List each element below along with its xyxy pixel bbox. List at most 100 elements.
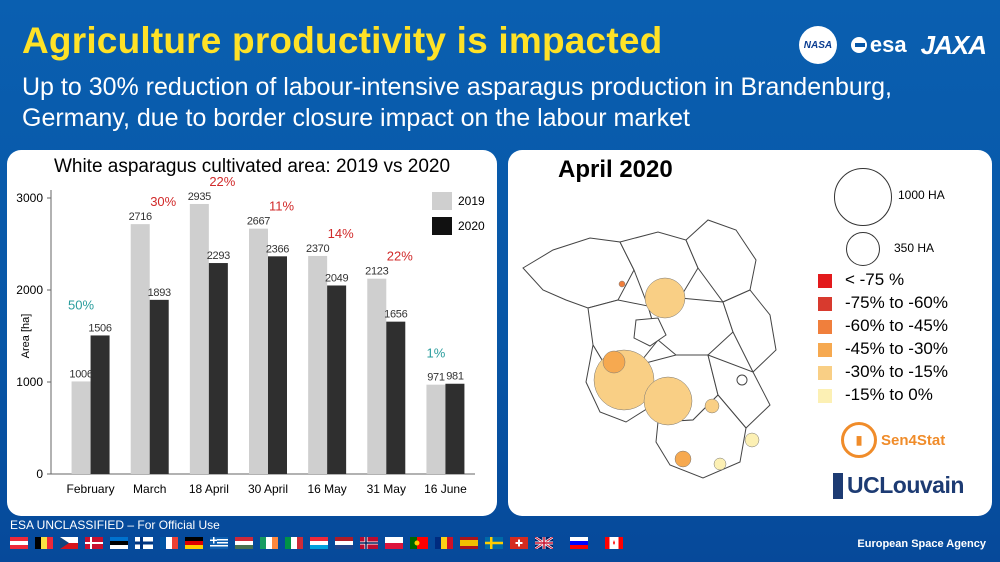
district-boundaries [522, 219, 777, 479]
flag-finland-icon [135, 537, 153, 549]
y-tick-label: 3000 [16, 191, 43, 205]
x-tick-label: 16 June [424, 482, 467, 496]
data-label-2019: 971 [427, 372, 445, 384]
data-label-2020: 2293 [207, 250, 230, 262]
bubble-north-west [618, 280, 626, 288]
sen4stat-text: Sen4Stat [881, 431, 946, 449]
bar-chart: 0 1000 2000 3000 Area [ha] 1006 1506 50% Februar… [16, 174, 475, 496]
bar-2019 [130, 224, 150, 474]
district-east [722, 289, 777, 373]
flag-ireland-icon [260, 537, 278, 549]
chart-title: White asparagus cultivated area: 2019 vs… [53, 156, 451, 177]
flag-france-icon [160, 537, 178, 549]
map-panel: April 2020 1000 HA 350 HA < -75 % -75% t… [508, 150, 992, 516]
x-tick-label: 31 May [367, 482, 406, 496]
flag-united-kingdom-icon [535, 537, 553, 549]
agency-name: European Space Agency [857, 538, 986, 550]
size-legend-small-circle [846, 232, 880, 266]
flag-luxembourg-icon [310, 537, 328, 549]
bar-2019 [426, 384, 446, 474]
flag-denmark-icon [85, 537, 103, 549]
flag-italy-icon [285, 537, 303, 549]
flag-germany-icon [185, 537, 203, 549]
uclouvain-mark-icon [833, 472, 843, 499]
sen4stat-mark-icon: ▮ [841, 422, 877, 458]
jaxa-logo: JAXA [920, 29, 987, 60]
member-state-flags [10, 537, 623, 549]
flag-norway-icon [360, 537, 378, 549]
data-label-2020: 1893 [148, 287, 171, 299]
class-label-15-0: -15% to 0% [845, 385, 933, 404]
data-label-2020: 1506 [88, 322, 111, 334]
partner-logos: NASA esa JAXA [798, 26, 987, 64]
size-legend-large-circle [834, 168, 892, 226]
bar-2020 [386, 321, 406, 474]
y-tick-label: 2000 [16, 283, 43, 297]
y-tick-label: 0 [36, 467, 43, 481]
bar-2019 [367, 278, 387, 474]
bubble-west-small [602, 350, 626, 374]
page-title: Agriculture productivity is impacted [22, 20, 663, 61]
flag-canada-icon [605, 537, 623, 549]
esa-logo: esa [850, 32, 907, 58]
bubble-south-small-4 [744, 432, 760, 448]
data-label-2019: 1006 [69, 368, 92, 380]
bubble-south-small-3 [713, 457, 727, 471]
data-label-2019: 2123 [365, 266, 388, 278]
bar-2019 [71, 381, 91, 474]
size-legend-small-label: 350 HA [894, 241, 935, 255]
data-label-2020: 981 [446, 371, 464, 383]
district-south-east [707, 354, 771, 429]
brandenburg-map [522, 219, 777, 479]
change-percent-label: 30% [150, 194, 176, 209]
bar-2020 [327, 285, 347, 474]
flag-slovenia-icon [570, 537, 588, 549]
change-percent-label: 50% [68, 297, 94, 312]
data-label-2019: 2716 [129, 211, 152, 223]
legend-label-2019: 2019 [458, 194, 485, 208]
bar-2019 [308, 255, 328, 474]
flag-czechia-icon [60, 537, 78, 549]
bubble-east-outline [736, 374, 748, 386]
x-tick-label: 18 April [189, 482, 229, 496]
data-label-2019: 2935 [188, 191, 211, 203]
page-subtitle: Up to 30% reduction of labour-intensive … [22, 73, 892, 132]
change-percent-label: 1% [427, 346, 446, 361]
change-percent-label: 22% [209, 174, 235, 189]
data-label-2020: 1656 [384, 309, 407, 321]
bar-chart-panel: 0 1000 2000 3000 Area [ha] 1006 1506 50% Februar… [7, 150, 497, 516]
data-label-2020: 2366 [266, 243, 289, 255]
map-title: April 2020 [558, 156, 673, 183]
x-tick-label: 30 April [248, 482, 288, 496]
bubble-south-central [643, 376, 693, 426]
change-percent-label: 14% [328, 226, 354, 241]
flag-austria-icon [10, 537, 28, 549]
legend-label-2020: 2020 [458, 219, 485, 233]
class-label-60-45: -60% to -45% [845, 316, 948, 335]
flag-switzerland-icon [510, 537, 528, 549]
production-bubbles [593, 277, 760, 471]
class-label-45-30: -45% to -30% [845, 339, 948, 358]
class-swatch-30-15 [818, 366, 832, 380]
bar-2019 [249, 228, 268, 474]
bubble-south-small-1 [704, 398, 720, 414]
flag-romania-icon [435, 537, 453, 549]
class-label-lt-75: < -75 % [845, 270, 905, 289]
data-label-2019: 2370 [306, 243, 329, 255]
x-tick-label: 16 May [307, 482, 346, 496]
district-north-east [685, 219, 757, 303]
flag-netherlands-icon [335, 537, 353, 549]
x-tick-label: March [133, 482, 166, 496]
classification-label: ESA UNCLASSIFIED – For Official Use [10, 518, 220, 532]
data-label-2019: 2667 [247, 216, 270, 228]
flag-estonia-icon [110, 537, 128, 549]
nasa-logo: NASA [798, 26, 837, 64]
bar-2020 [445, 383, 465, 474]
y-tick-label: 1000 [16, 375, 43, 389]
class-swatch-lt-75 [818, 274, 832, 288]
bar-2020 [149, 299, 169, 474]
legend-swatch-2020 [432, 217, 452, 235]
uclouvain-text: UCLouvain [847, 472, 964, 498]
flag-greece-icon [210, 537, 228, 549]
bubble-north-central [644, 277, 686, 319]
